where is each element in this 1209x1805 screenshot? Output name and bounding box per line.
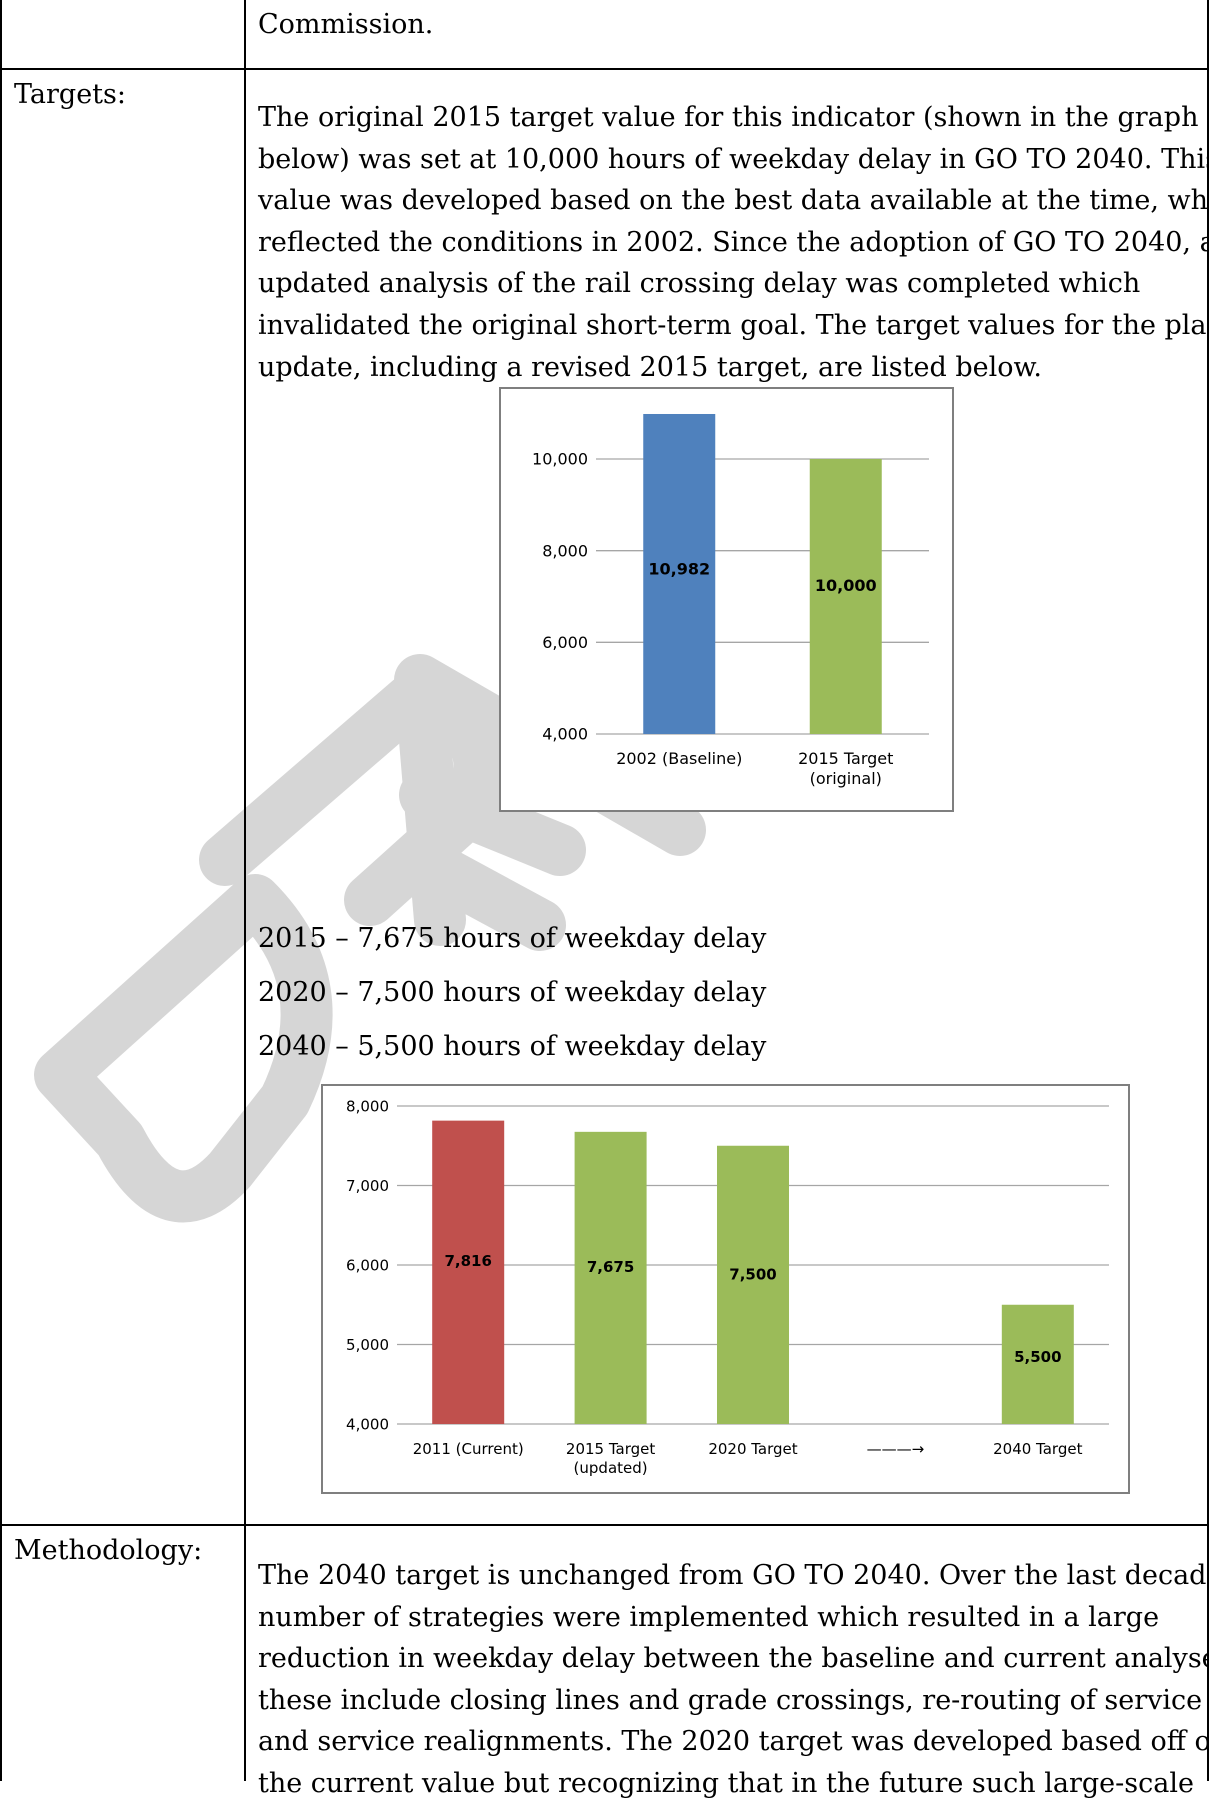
bar [643, 413, 716, 734]
table-border-left [0, 0, 2, 1781]
methodology-paragraph-line: The 2040 target is unchanged from GO TO … [258, 1560, 1209, 1591]
bar [809, 459, 882, 734]
data-label: 10,982 [648, 560, 710, 579]
targets-label: Targets: [14, 79, 126, 110]
chart-original-targets: 4,000 6,000 8,000 10,000 10,982 2002 (Baselin… [499, 387, 954, 812]
targets-paragraph-line: invalidated the original short-term goal… [258, 309, 1209, 341]
category-label: 2020 Target [708, 1440, 797, 1458]
category-label: ———→ [867, 1440, 925, 1458]
category-label: 2002 (Baseline) [616, 749, 742, 768]
methodology-paragraph-line: reduction in weekday delay between the b… [258, 1643, 1209, 1675]
y-tick-label: 10,000 [532, 450, 588, 469]
y-tick-label: 7,000 [346, 1177, 389, 1195]
data-label: 7,816 [444, 1252, 491, 1270]
y-tick-label: 6,000 [542, 633, 588, 652]
category-label: 2011 (Current) [413, 1440, 524, 1458]
methodology-paragraph-line: these include closing lines and grade cr… [258, 1684, 1203, 1716]
y-tick-label: 4,000 [542, 725, 588, 744]
data-label: 10,000 [815, 576, 877, 595]
bar [1001, 1304, 1074, 1424]
chart-updated-targets-svg: 4,000 5,000 6,000 7,000 8,000 7,816 2011 (Curr… [346, 1097, 1109, 1477]
category-label: (original) [810, 769, 882, 788]
data-label: 7,500 [729, 1265, 776, 1283]
target-line-2040: 2040 – 5,500 hours of weekday delay [258, 1031, 767, 1062]
category-label: 2040 Target [993, 1440, 1082, 1458]
targets-paragraph-line: update, including a revised 2015 target,… [258, 351, 1043, 383]
category-label: (updated) [574, 1459, 648, 1477]
category-label: 2015 Target [798, 749, 893, 768]
row-divider-2 [0, 1524, 1209, 1526]
row-continuation-text: Commission. [258, 9, 434, 40]
y-tick-label: 8,000 [542, 541, 588, 560]
target-line-2020: 2020 – 7,500 hours of weekday delay [258, 977, 767, 1008]
y-tick-label: 5,000 [346, 1336, 389, 1354]
targets-paragraph-line: below) was set at 10,000 hours of weekda… [258, 143, 1209, 175]
targets-paragraph-line: updated analysis of the rail crossing de… [258, 268, 1141, 300]
y-tick-label: 8,000 [346, 1097, 389, 1115]
methodology-label: Methodology: [14, 1535, 203, 1566]
methodology-paragraph-line: and service realignments. The 2020 targe… [258, 1726, 1209, 1758]
chart-updated-targets: 4,000 5,000 6,000 7,000 8,000 7,816 2011 (Curr… [321, 1084, 1130, 1494]
methodology-paragraph: The 2040 target is unchanged from GO TO … [258, 1555, 1209, 1805]
bar [432, 1120, 505, 1424]
methodology-paragraph-line: number of strategies were implemented wh… [258, 1601, 1160, 1633]
data-label: 7,675 [587, 1258, 634, 1276]
target-line-2015: 2015 – 7,675 hours of weekday delay [258, 923, 767, 954]
targets-paragraph-line: The original 2015 target value for this … [258, 102, 1199, 133]
targets-paragraph: The original 2015 target value for this … [258, 97, 1209, 388]
table-border-right [1207, 0, 1209, 1781]
targets-paragraph-line: value was developed based on the best da… [258, 185, 1209, 217]
row-divider-1 [0, 68, 1209, 70]
bar [717, 1145, 789, 1424]
targets-paragraph-line: reflected the conditions in 2002. Since … [258, 226, 1209, 258]
chart-original-targets-svg: 4,000 6,000 8,000 10,000 10,982 2002 (Baselin… [532, 413, 929, 788]
category-label: 2015 Target [566, 1440, 655, 1458]
methodology-paragraph-line: the current value but recognizing that i… [258, 1767, 1194, 1799]
bar [574, 1131, 647, 1424]
y-tick-label: 6,000 [346, 1256, 389, 1274]
data-label: 5,500 [1014, 1348, 1061, 1366]
y-tick-label: 4,000 [346, 1415, 389, 1433]
table-column-divider [244, 0, 246, 1781]
